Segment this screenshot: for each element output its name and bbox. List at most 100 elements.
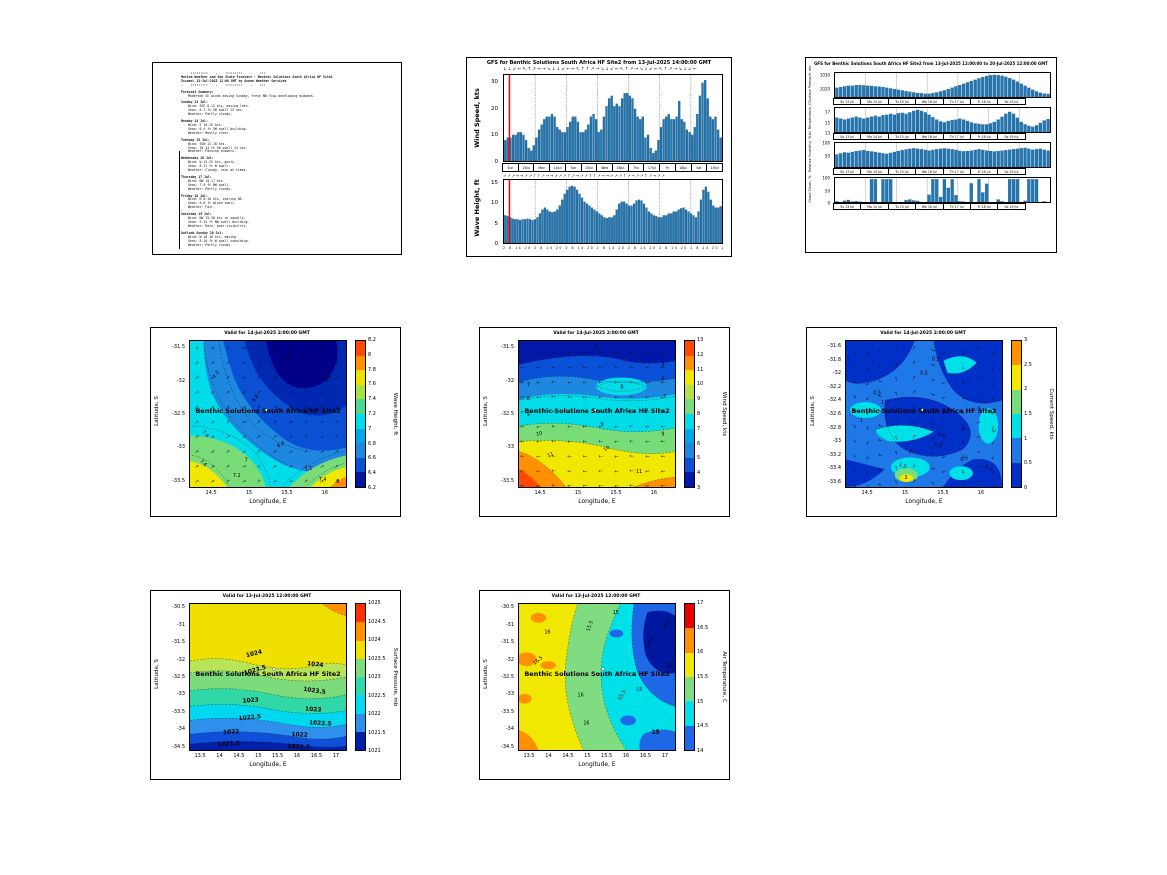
cloud-ylabel: Cloud Cover, % [808, 175, 812, 203]
day-label: Tu 15 Jul [887, 168, 917, 175]
svg-text:→: → [535, 438, 541, 445]
svg-text:→: → [863, 394, 871, 401]
svg-text:→: → [929, 391, 936, 398]
svg-text:→: → [940, 364, 947, 371]
svg-text:→: → [333, 404, 341, 412]
forecast-line: Wind: NW 15-30 kts in squalls. [188, 216, 246, 221]
svg-text:→: → [551, 408, 556, 414]
temperature-yticks: 13 15 17 [808, 107, 832, 136]
svg-text:→: → [319, 404, 326, 412]
svg-text:→: → [333, 344, 341, 352]
svg-text:→: → [287, 345, 294, 353]
svg-text:2: 2 [905, 475, 908, 481]
day-label: Sa 19 Jul [997, 168, 1026, 175]
y-tick: -34.5 [172, 743, 185, 750]
svg-text:→: → [582, 482, 587, 487]
svg-text:→: → [520, 438, 525, 444]
svg-text:→: → [645, 423, 650, 429]
svg-text:→: → [645, 393, 650, 399]
svg-text:→: → [224, 404, 232, 412]
x-tick: 13.5 [523, 753, 535, 759]
svg-text:→: → [582, 467, 587, 473]
pressure-ylabel: Surface Pressure, mb [808, 65, 812, 103]
svg-text:→: → [877, 392, 884, 399]
map-title: Valid for 14-Jul-2025 2:00:00 GMT [553, 331, 639, 336]
svg-text:→: → [598, 467, 603, 473]
svg-text:→: → [850, 482, 858, 487]
svg-text:→: → [629, 452, 634, 458]
svg-text:→: → [209, 463, 216, 471]
colorbar-ticks: 3 2.5 2 1.5 1 0.5 0 [1024, 337, 1048, 491]
site-label: Benthic Solutions South Africa HF Site2 [524, 669, 670, 678]
svg-text:→: → [302, 463, 310, 471]
svg-text:→: → [333, 478, 341, 486]
svg-text:→: → [194, 374, 201, 382]
map-title: Valid for 13-Jul-2025 12:00:00 GMT [551, 594, 641, 599]
svg-text:1022: 1022 [291, 732, 307, 739]
colorbar-label: Wave Height, ft [392, 392, 398, 436]
map-title: Valid for 14-Jul-2025 2:00:00 GMT [224, 331, 310, 336]
svg-text:→: → [929, 406, 936, 413]
wind-speed-chart: 0 10 20 30 [467, 74, 723, 165]
svg-text:9: 9 [661, 432, 664, 438]
svg-text:→: → [582, 349, 587, 355]
x-tick: 14.5 [205, 490, 217, 496]
y-tick: -32.5 [172, 411, 185, 417]
svg-text:→: → [302, 359, 310, 367]
pressure-day-labels: Su 13 Jul Mo 14 Jul Tu 15 Jul We 16 Jul Th 1… [833, 98, 1051, 105]
forecast-line: Weather: Cloudy, rain at times. [188, 168, 248, 173]
svg-text:15: 15 [652, 730, 660, 736]
svg-text:→: → [850, 467, 858, 474]
svg-text:→: → [629, 482, 634, 487]
y-tick: -32.5 [501, 411, 514, 417]
colorbar-tick: 1022.5 [368, 692, 386, 699]
svg-text:7.6: 7.6 [198, 459, 208, 469]
x-tick: 14 [216, 753, 223, 759]
svg-text:→: → [893, 434, 900, 441]
svg-text:→: → [333, 433, 341, 441]
day-label: Mo 14 Jul [860, 203, 889, 210]
svg-text:15.5: 15.5 [585, 620, 594, 632]
colorbar [684, 340, 695, 488]
svg-text:→: → [613, 423, 619, 430]
colorbar-tick: 6.4 [368, 470, 376, 477]
map-xticks: 14.5 15 15.5 16 [845, 490, 1003, 497]
y-tick: 1020 [819, 86, 830, 92]
colorbar-tick: 11 [697, 366, 704, 373]
svg-text:→: → [863, 409, 871, 416]
svg-text:→: → [194, 404, 201, 412]
cloud-yticks: 0 50 100 [808, 176, 832, 206]
svg-text:→: → [877, 466, 884, 473]
day-label: 18Jul [674, 163, 692, 172]
x-tick: 15.5 [272, 753, 284, 759]
pressure-yticks: 1020 1030 [808, 72, 832, 98]
forecast-section-title: Monday 14 Jul: [181, 119, 208, 124]
colorbar-tick: 1024 [368, 637, 381, 643]
cloud-day-labels: Su 13 Jul Mo 14 Jul Tu 15 Jul We 16 Jul Th 1… [833, 203, 1051, 210]
temperature-day-labels: Su 13 Jul Mo 14 Jul Tu 15 Jul We 16 Jul Th 1… [833, 133, 1051, 140]
svg-text:→: → [255, 389, 263, 397]
forecast-text: . ::::::::: . ::::::::: . ::: Marine Weat… [181, 71, 395, 247]
svg-text:→: → [989, 469, 996, 476]
humidity-yticks: 50 100 [808, 141, 832, 168]
x-tick: 14.5 [233, 753, 245, 759]
svg-text:→: → [613, 408, 619, 415]
y-tick: -31.5 [172, 639, 185, 646]
svg-text:1: 1 [860, 418, 863, 424]
svg-text:→: → [911, 448, 919, 455]
colorbar [684, 603, 695, 751]
svg-text:→: → [850, 393, 858, 400]
colorbar-tick: 13 [697, 337, 704, 343]
temperature-ylabel: Air Temperature, C [808, 102, 812, 136]
svg-text:8: 8 [527, 396, 530, 402]
svg-text:→: → [975, 360, 982, 367]
forecast-line: Weather: Partly cloudy. [188, 186, 233, 191]
svg-text:→: → [241, 360, 248, 368]
relative-humidity-chart: 50 100 [808, 141, 1051, 168]
svg-text:→: → [209, 404, 216, 412]
svg-text:→: → [224, 419, 232, 427]
svg-text:→: → [520, 349, 525, 355]
svg-text:→: → [272, 463, 279, 471]
svg-text:→: → [598, 378, 603, 384]
day-label: We 16 Jul [915, 203, 944, 210]
